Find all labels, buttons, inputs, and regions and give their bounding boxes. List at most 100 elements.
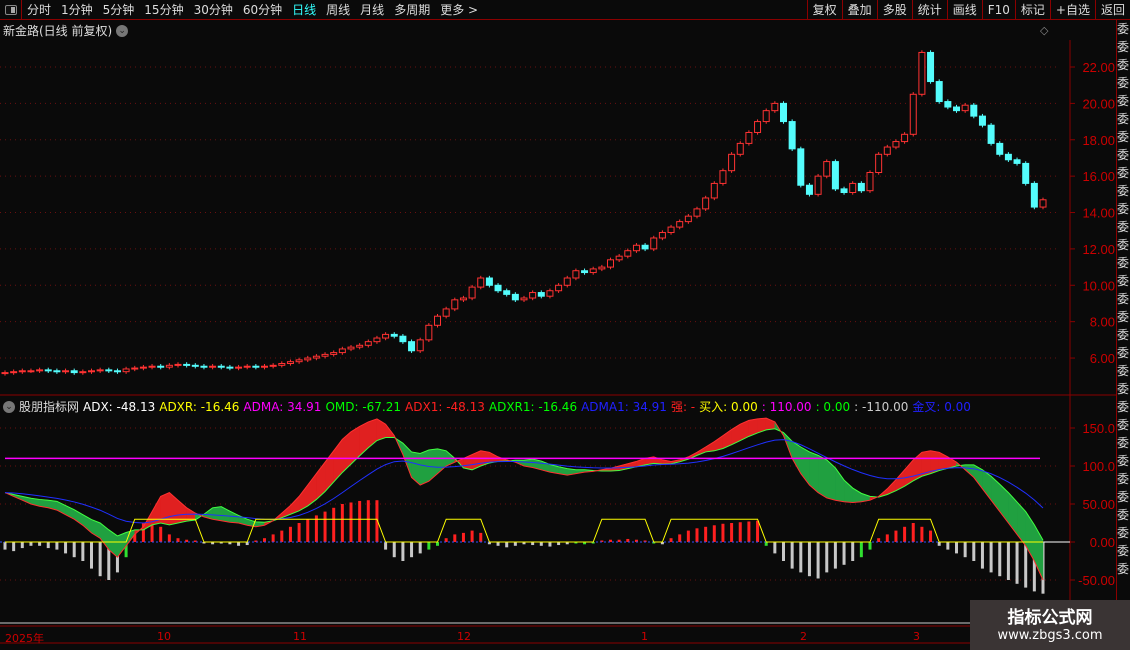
histogram-bar <box>851 542 855 561</box>
histogram-bar <box>609 539 612 542</box>
histogram-bar <box>583 542 587 545</box>
adx-band-segment <box>1016 501 1026 547</box>
candle-up <box>909 93 917 135</box>
period-tab[interactable]: 周线 <box>326 3 351 17</box>
histogram-bar <box>453 534 457 542</box>
candle-up <box>79 371 87 374</box>
candle-down <box>805 184 813 195</box>
candle-up <box>771 102 779 112</box>
candle-up <box>684 215 692 223</box>
candle-up <box>139 366 147 369</box>
adx-band-segment <box>895 469 905 492</box>
period-tab[interactable]: 5分钟 <box>102 3 135 17</box>
indicator-value: 金叉: 0.00 <box>912 400 971 414</box>
histogram-bar <box>730 523 734 542</box>
indicator-value: ADXR: -16.46 <box>159 399 240 414</box>
candle-up <box>875 153 883 174</box>
period-tab[interactable]: 多周期 <box>394 3 431 17</box>
candle-up <box>546 290 554 297</box>
toolbar-button[interactable]: +自选 <box>1049 0 1095 20</box>
period-tab[interactable]: 月线 <box>360 3 385 17</box>
candle-down <box>935 81 943 103</box>
right-side-strip[interactable]: 委委委委委委委委委委委委委委委委委委委委委委委委委委委委委委委 <box>1116 20 1130 630</box>
toolbar-button[interactable]: 标记 <box>1014 0 1050 20</box>
candle-down <box>157 365 165 368</box>
candle-up <box>382 333 390 339</box>
toolbar-button[interactable]: 多股 <box>876 0 912 20</box>
histogram-bar <box>903 526 907 542</box>
histogram-bar <box>963 542 967 558</box>
histogram-bar <box>972 542 976 561</box>
candle-down <box>970 104 978 117</box>
period-tab[interactable]: 日线 <box>292 3 317 17</box>
period-tab[interactable]: 分时 <box>27 3 52 17</box>
toolbar-button[interactable]: 统计 <box>911 0 947 20</box>
candle-up <box>676 221 684 228</box>
histogram-bar <box>600 540 604 542</box>
histogram-bar <box>859 542 863 558</box>
price-axis-label: 20.00 <box>1082 96 1115 111</box>
histogram-bar <box>107 542 111 580</box>
chevron-down-icon[interactable]: ⌄ <box>3 400 15 413</box>
candle-down <box>788 121 796 150</box>
chevron-down-icon[interactable]: ⌄ <box>116 24 129 37</box>
histogram-bar <box>773 542 777 554</box>
period-tab[interactable]: 更多 > <box>440 3 479 17</box>
toolbar-button[interactable]: 画线 <box>946 0 982 20</box>
x-axis-label: 2 <box>800 630 807 643</box>
candle-down <box>44 369 52 372</box>
candle-up <box>286 361 294 364</box>
period-tab[interactable]: 15分钟 <box>144 3 184 17</box>
histogram-bar <box>617 539 621 542</box>
x-axis-label: 2025年 <box>5 632 44 645</box>
candle-down <box>485 277 493 286</box>
indicator-value: ADX: -48.13 <box>83 399 156 414</box>
histogram-bar <box>29 542 33 546</box>
histogram-bar <box>591 542 595 544</box>
toolbar-button[interactable]: 叠加 <box>841 0 877 20</box>
candle-down <box>978 115 986 126</box>
toolbar-button[interactable]: 返回 <box>1094 0 1130 20</box>
panel-toggle-button[interactable] <box>0 0 22 20</box>
histogram-bar <box>1015 542 1019 584</box>
histogram-bar <box>894 530 898 542</box>
price-axis-label: 12.00 <box>1082 242 1115 257</box>
period-tab[interactable]: 1分钟 <box>61 3 93 17</box>
histogram-bar <box>219 542 223 544</box>
histogram-bar <box>885 534 889 542</box>
toolbar-button[interactable]: 复权 <box>806 0 842 20</box>
candle-down <box>408 341 416 352</box>
histogram-bar <box>807 542 811 577</box>
candle-up <box>468 286 476 299</box>
histogram-bar <box>384 542 388 550</box>
candle-up <box>278 362 286 366</box>
adx-band-segment <box>973 464 983 490</box>
adx-band-segment <box>402 442 412 478</box>
histogram-bar <box>410 542 414 558</box>
candle-up <box>459 297 467 301</box>
adx-band-segment <box>359 421 369 457</box>
adx-band-segment <box>368 418 378 449</box>
candle-up <box>330 352 338 355</box>
histogram-bar <box>202 542 206 544</box>
candle-up <box>451 299 459 310</box>
toolbar-button[interactable]: F10 <box>981 0 1015 20</box>
histogram-bar <box>141 523 145 542</box>
candle-up <box>849 182 857 194</box>
period-tab[interactable]: 60分钟 <box>242 3 283 17</box>
histogram-bar <box>271 534 275 542</box>
price-axis-label: 14.00 <box>1082 206 1115 221</box>
histogram-bar <box>46 542 50 549</box>
histogram-bar <box>557 542 561 546</box>
candle-down <box>105 369 113 372</box>
candle-up <box>866 172 874 192</box>
candle-up <box>754 121 762 133</box>
candle-down <box>226 366 234 369</box>
candle-up <box>650 237 658 250</box>
histogram-bar <box>401 542 405 561</box>
indicator-name[interactable]: 股朋指标网 <box>19 400 80 414</box>
adx-band-segment <box>982 469 992 501</box>
candle-down <box>1030 182 1038 208</box>
period-tab[interactable]: 30分钟 <box>193 3 233 17</box>
